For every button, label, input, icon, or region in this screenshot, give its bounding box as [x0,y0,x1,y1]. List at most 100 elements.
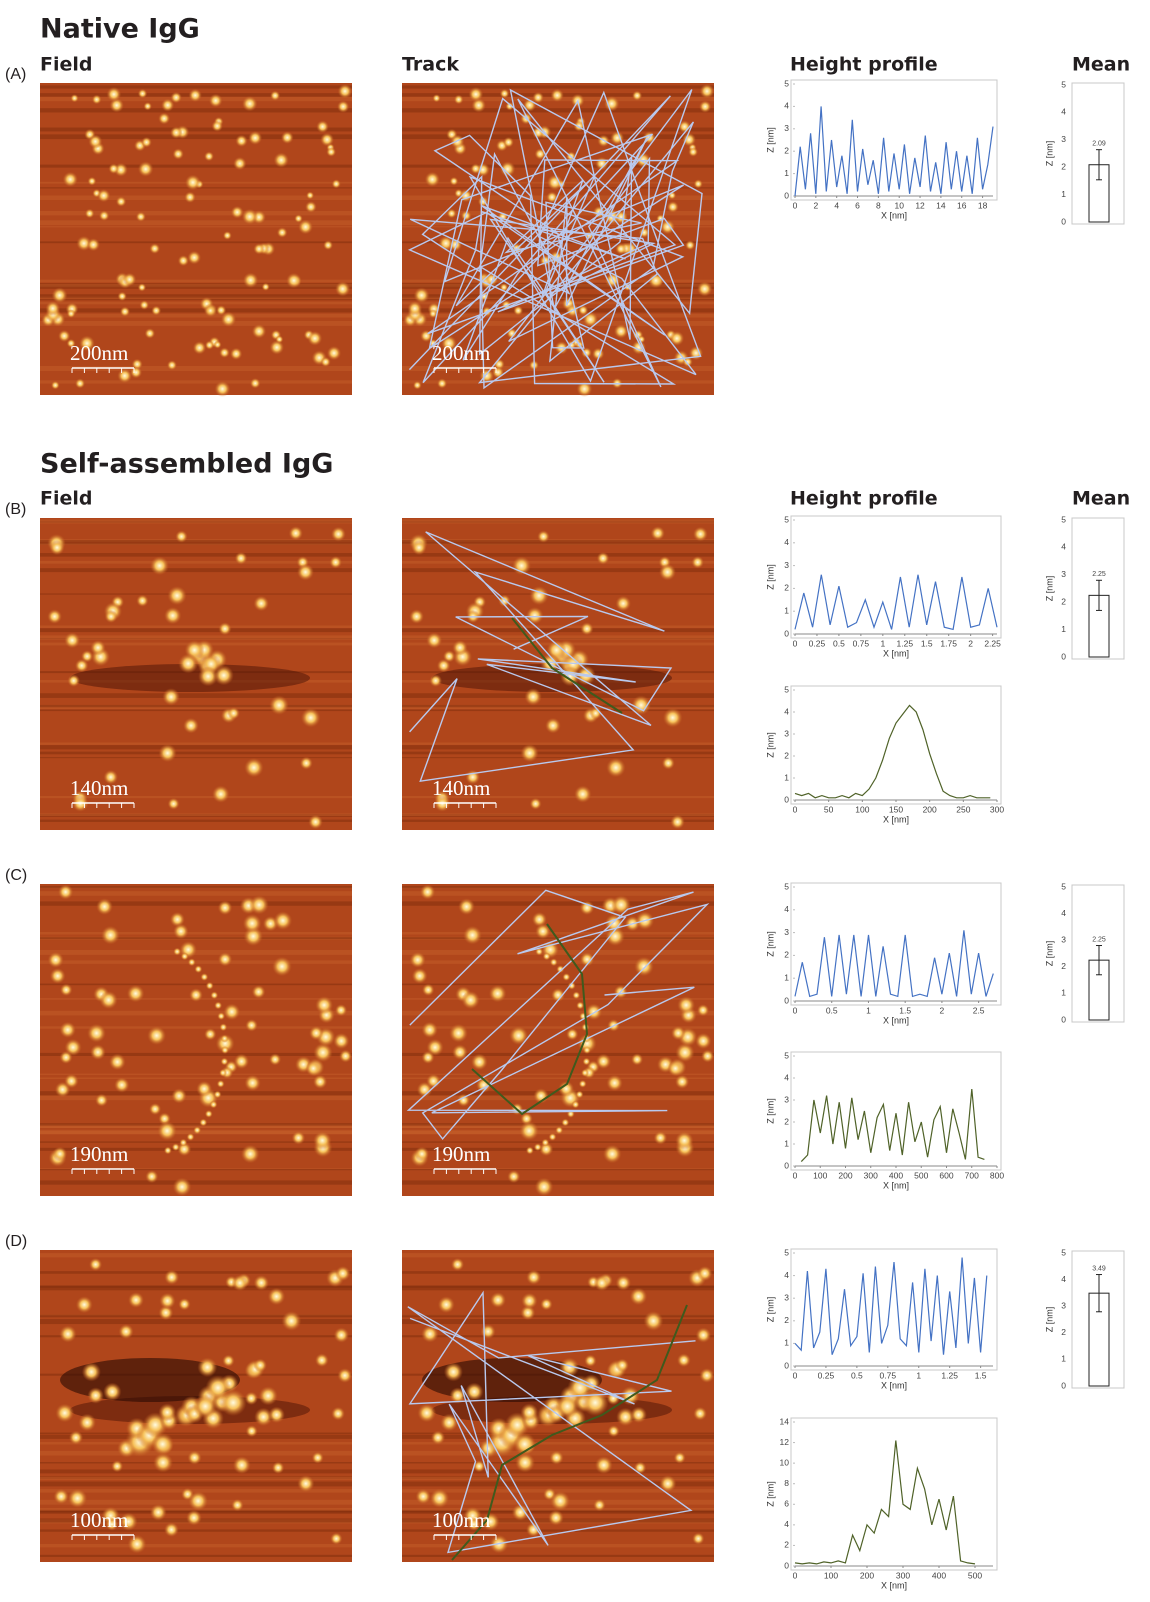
afm-streak [402,1011,714,1016]
profile-line [795,575,997,630]
afm-particle [663,708,683,728]
afm-particle [109,1054,126,1071]
afm-streak [40,302,352,305]
afm-streak [402,299,714,301]
afm-streak [402,886,714,888]
afm-particle [574,785,592,803]
afm-particle [316,120,329,133]
afm-streak [402,705,714,707]
afm-particle [223,231,232,240]
afm-particle [469,87,484,102]
x-tick-label: 18 [978,200,988,210]
y-axis-label: Z [nm] [765,564,775,590]
afm-streak [402,1315,714,1318]
afm-particle [334,1327,349,1342]
afm-particle [437,378,447,388]
afm-particle [68,1489,88,1509]
afm-particle [164,607,182,625]
afm-particle [178,654,198,674]
y-tick-label: 12 [780,1437,790,1447]
afm-particle [96,898,113,915]
afm-particle [128,1292,144,1308]
afm-particle [579,1080,587,1088]
afm-streak [402,294,714,298]
afm-particle [164,1270,179,1285]
afm-streak [402,984,714,986]
y-axis-label: Z [nm] [1044,576,1054,602]
afm-particle [205,1110,213,1118]
y-tick-label: 1 [784,605,789,615]
afm-streak [40,932,352,935]
y-tick-label: 1 [1061,988,1066,998]
afm-streak [402,626,714,628]
afm-particle [281,1311,301,1331]
x-tick-label: 1 [916,1370,921,1380]
afm-particle [75,659,89,673]
y-tick-label: 4 [784,1519,789,1529]
afm-particle [211,120,222,131]
afm-particle [99,991,117,1009]
afm-particle [670,815,685,830]
afm-particle [585,1003,602,1020]
afm-particle [298,219,313,234]
afm-particle [67,309,76,318]
section-title: Native IgG [40,14,200,45]
afm-particle [667,201,679,213]
x-tick-label: 1.5 [975,1370,987,1380]
x-tick-label: 250 [956,804,970,814]
afm-particle [413,381,422,390]
x-tick-label: 400 [889,1170,903,1180]
section-title: Self-assembled IgG [40,449,333,480]
afm-particle [235,552,248,565]
y-tick-label: 4 [1061,542,1066,552]
afm-particle [53,1147,68,1162]
y-tick-label: 2 [784,1540,789,1550]
x-tick-label: 100 [855,804,869,814]
afm-particle [338,84,353,99]
plot-frame [791,883,1001,1005]
afm-particle [489,985,507,1003]
afm-particle [532,92,543,103]
scale-label: 200nm [70,341,128,365]
afm-streak [40,1078,352,1079]
afm-streak [40,1271,352,1274]
x-tick-label: 0.75 [853,638,870,648]
afm-particle [292,1131,306,1145]
afm-particle [409,609,424,624]
afm-image: 100nm [402,1250,714,1562]
afm-particle [411,540,426,555]
afm-streak [40,294,352,298]
afm-particle [675,1075,689,1089]
afm-particle [268,1407,285,1424]
afm-particle [193,341,206,354]
afm-particle [248,131,262,145]
afm-streak [40,1315,352,1318]
afm-streak [40,743,352,746]
y-tick-label: 4 [784,1270,789,1280]
y-axis-label: Z [nm] [1044,1307,1054,1333]
y-tick-label: 5 [784,514,789,524]
afm-particle [231,1499,243,1511]
afm-particle [200,973,208,981]
y-axis-label: Z [nm] [765,732,775,758]
afm-particle [566,1028,578,1040]
profile-line [795,106,993,196]
afm-streak [40,540,352,544]
y-tick-label: 4 [784,101,789,111]
afm-particle [206,982,214,990]
afm-particle [214,381,230,397]
afm-particle [244,758,264,778]
afm-streak [402,1123,714,1125]
afm-particle [178,255,189,266]
afm-streak [40,196,352,200]
panel-label: (A) [5,66,26,83]
afm-particle [90,640,105,655]
afm-particle [218,622,231,635]
afm-streak [402,1271,714,1274]
afm-particle [407,301,422,316]
afm-particle [335,1004,347,1016]
afm-particle [45,301,60,316]
afm-streak [40,937,352,939]
afm-particle [526,1146,534,1154]
afm-particle [526,607,544,625]
